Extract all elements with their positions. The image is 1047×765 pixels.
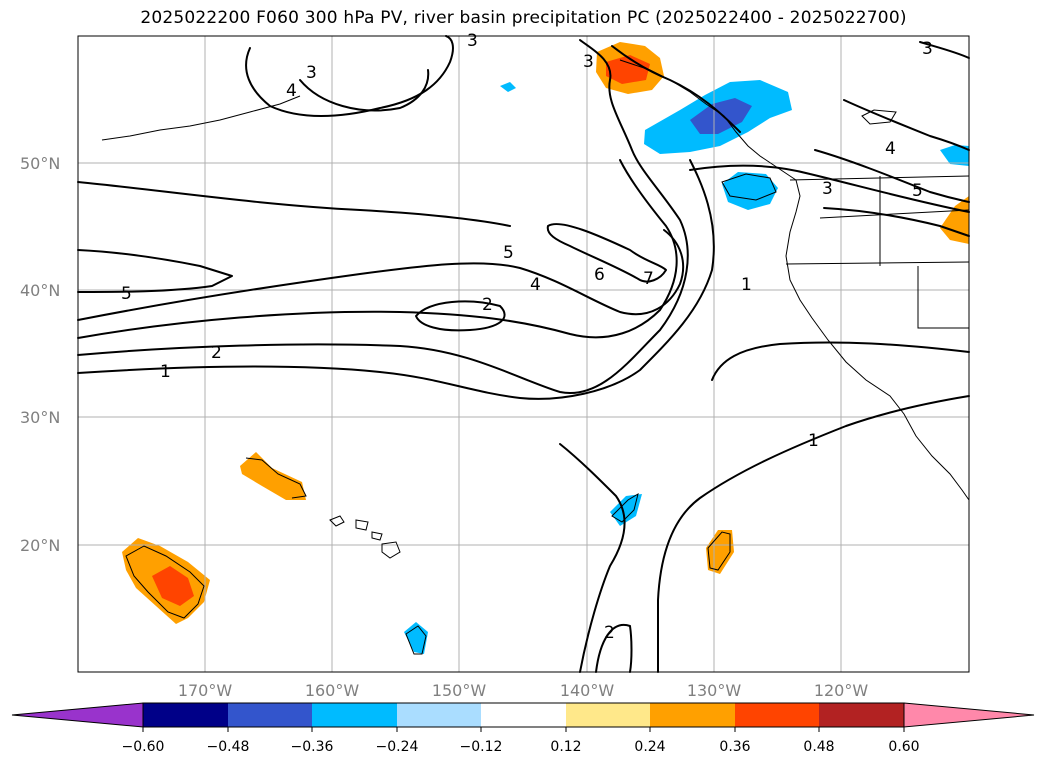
colorbar-segment [650,703,735,727]
pv-contours [77,35,970,673]
contour-label: 6 [594,265,605,285]
colorbar-tick-label: 0.60 [888,739,919,755]
contour-labels: 3 3 4 3 3 4 3 5 5 6 7 4 2 1 5 2 1 1 2 [121,31,933,643]
colorbar-tick-label: −0.48 [207,739,250,755]
colorbar-segment [481,703,566,727]
colorbar-tick-label: −0.60 [122,739,165,755]
lon-label: 130°W [687,681,742,700]
precip-negative-east [940,145,969,166]
lon-label: 120°W [814,681,869,700]
colorbar-segment [819,703,904,727]
contour-label: 3 [922,39,933,59]
lat-label: 20°N [20,536,60,555]
latitude-labels: 50°N 40°N 30°N 20°N [20,154,60,555]
contour-label: 2 [604,623,615,643]
lon-label: 140°W [560,681,615,700]
colorbar-segment [397,703,481,727]
contour-label: 4 [885,139,896,159]
colorbar-extend-min [11,702,144,728]
colorbar-tick-label: 0.48 [803,739,834,755]
colorbar-segment [228,703,312,727]
contour-label: 7 [643,269,654,289]
map-panel [78,36,969,672]
precip-positive-east [940,196,969,244]
lon-label: 170°W [178,681,233,700]
lat-label: 30°N [20,408,60,427]
colorbar-tick-label: −0.36 [291,739,334,755]
colorbar-extend-max [903,702,1035,728]
precip-negative-subtropics-b [404,622,428,654]
precip-positive-hawaii-north [240,452,306,500]
contour-label: 3 [822,179,833,199]
contour-label: 5 [121,284,132,304]
contour-label: 3 [467,31,478,51]
colorbar-segment [735,703,819,727]
colorbar-segment [143,703,228,727]
colorbar-tick-label: −0.24 [376,739,419,755]
contour-label: 4 [286,81,297,101]
contour-label: 3 [583,52,594,72]
contour-label: 1 [808,431,819,451]
precip-positive-subtropics [706,530,734,574]
precip-negative-bc-core [690,98,752,134]
contour-label: 5 [503,243,514,263]
contour-label: 2 [482,295,493,315]
lon-label: 150°W [432,681,487,700]
longitude-labels: 170°W 160°W 150°W 140°W 130°W 120°W [178,681,869,700]
precip-negative-vancouver [722,172,778,210]
precip-positive-alaska-core [606,55,650,84]
contour-label: 2 [211,343,222,363]
contour-label: 1 [741,275,752,295]
precip-shading [122,42,969,654]
colorbar-tick-label: 0.36 [719,739,750,755]
lat-label: 50°N [20,154,60,173]
precip-positive-hawaii-core [152,566,194,606]
precip-negative-small [500,82,516,92]
graticule [78,36,969,672]
contour-label: 5 [912,181,923,201]
colorbar [11,702,1035,728]
colorbar-tick-label: −0.12 [460,739,503,755]
colorbar-tick-label: 0.24 [634,739,665,755]
colorbar-tick-labels: −0.60 −0.48 −0.36 −0.24 −0.12 0.12 0.24 … [122,739,920,755]
map-border [77,35,970,673]
precip-negative-subtropics-a [610,494,642,526]
colorbar-segment [566,703,650,727]
lat-label: 40°N [20,281,60,300]
contour-label: 1 [160,362,171,382]
contour-label: 3 [306,63,317,83]
colorbar-ticks [142,727,905,732]
lon-label: 160°W [305,681,360,700]
contour-label: 4 [530,275,541,295]
colorbar-segment [312,703,397,727]
map-title: 2025022200 F060 300 hPa PV, river basin … [140,8,907,28]
colorbar-tick-label: 0.12 [550,739,581,755]
